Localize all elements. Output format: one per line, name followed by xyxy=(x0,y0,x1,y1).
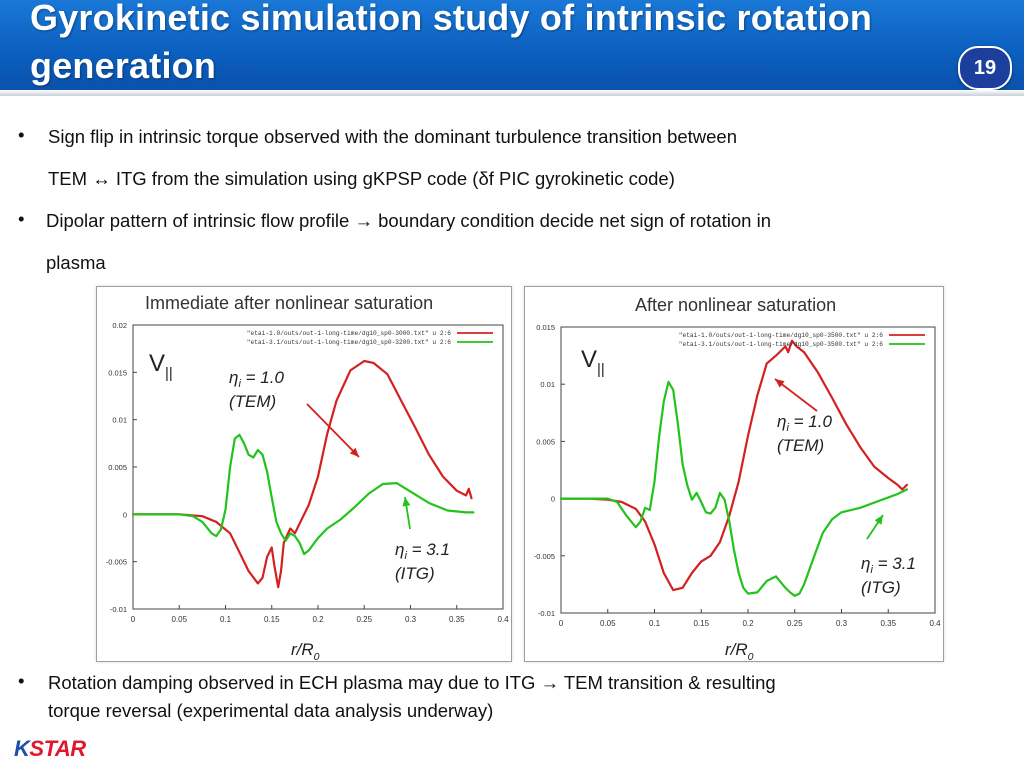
y-tick-label: 0.005 xyxy=(536,437,555,446)
annotation-arrowhead xyxy=(874,515,883,525)
y-tick-label: 0.005 xyxy=(108,463,127,472)
bottom-bullet-line-1: Rotation damping observed in ECH plasma … xyxy=(48,672,776,693)
legend-label: "etai-1.0/outs/out-1-long-time/dg10_sp0-… xyxy=(247,330,452,337)
series-line-itg xyxy=(131,433,475,556)
header-divider xyxy=(0,90,1024,96)
y-tick-label: -0.01 xyxy=(110,605,127,614)
series-line-tem xyxy=(559,339,908,592)
y-tick-label: 0.01 xyxy=(540,380,555,389)
x-tick-label: 0.3 xyxy=(836,619,848,628)
legend-label: "etai-3.1/outs/out-1-long-time/dg10_sp0-… xyxy=(679,341,884,348)
series-line-tem xyxy=(131,359,473,589)
y-tick-label: -0.005 xyxy=(106,558,127,567)
annotation-mode: (ITG) xyxy=(395,564,435,583)
annotation-arrow xyxy=(306,403,360,458)
annotation-eta: ηi = 3.1 xyxy=(861,554,916,576)
x-tick-label: 0 xyxy=(131,615,136,624)
annotation-arrowhead xyxy=(402,497,411,507)
legend-label: "etai-3.1/outs/out-1-long-time/dg10_sp0-… xyxy=(247,339,452,346)
x-tick-label: 0.35 xyxy=(449,615,465,624)
x-tick-label: 0.15 xyxy=(693,619,709,628)
y-axis-label: V|| xyxy=(581,346,605,378)
slide-header: Gyrokinetic simulation study of intrinsi… xyxy=(0,0,1024,96)
y-tick-label: -0.01 xyxy=(538,609,555,618)
y-tick-label: 0.015 xyxy=(108,368,127,377)
bullet-1-line-2: TEM ↔ ITG from the simulation using gKPS… xyxy=(48,168,675,189)
bullet-marker: • xyxy=(18,670,25,691)
y-axis-label: V|| xyxy=(149,350,173,382)
annotation-arrowhead xyxy=(349,447,359,457)
x-tick-label: 0.1 xyxy=(649,619,661,628)
x-tick-label: 0.25 xyxy=(787,619,803,628)
x-tick-label: 0.25 xyxy=(356,615,372,624)
legend-label: "etai-1.0/outs/out-1-long-time/dg10_sp0-… xyxy=(679,332,884,339)
annotation-eta: ηi = 1.0 xyxy=(777,412,832,434)
x-tick-label: 0.05 xyxy=(600,619,616,628)
chart-immediate-saturation: Immediate after nonlinear saturation 0 0.… xyxy=(96,286,512,662)
bullet-1-line-1: Sign flip in intrinsic torque observed w… xyxy=(48,126,738,147)
annotation-mode: (TEM) xyxy=(229,392,276,411)
chart-title: Immediate after nonlinear saturation xyxy=(145,293,434,313)
bullet-marker: • xyxy=(18,208,25,229)
x-tick-label: 0.1 xyxy=(220,615,232,624)
y-tick-label: 0.01 xyxy=(112,416,127,425)
x-tick-label: 0.4 xyxy=(497,615,509,624)
chart-after-saturation: After nonlinear saturation 0 0.05 0.1 0.15 0… xyxy=(524,286,944,662)
x-tick-label: 0.3 xyxy=(405,615,417,624)
annotation-eta: ηi = 3.1 xyxy=(395,540,450,562)
x-tick-label: 0.2 xyxy=(312,615,324,624)
series-line-itg xyxy=(559,380,908,597)
y-tick-label: 0.02 xyxy=(112,321,127,330)
x-tick-label: 0.15 xyxy=(264,615,280,624)
annotation-arrowhead xyxy=(775,379,785,388)
x-tick-label: 0 xyxy=(559,619,564,628)
annotation-mode: (TEM) xyxy=(777,436,824,455)
annotation-eta: ηi = 1.0 xyxy=(229,368,284,390)
x-axis-label: r/R0 xyxy=(291,640,320,661)
page-number-badge: 19 xyxy=(958,46,1012,90)
kstar-logo: KSTAR xyxy=(14,736,86,761)
bottom-bullet-line-2: torque reversal (experimental data analy… xyxy=(48,700,494,721)
y-tick-label: 0 xyxy=(123,510,127,519)
y-tick-label: 0.015 xyxy=(536,323,555,332)
x-tick-label: 0.4 xyxy=(929,619,941,628)
x-tick-label: 0.2 xyxy=(742,619,754,628)
chart-svg: 0 0.05 0.1 0.15 0.2 0.25 0.3 0.35 0.4 -0.01 -0.005… xyxy=(106,321,509,661)
chart-title: After nonlinear saturation xyxy=(635,295,837,315)
chart-svg: 0 0.05 0.1 0.15 0.2 0.25 0.3 0.35 0.4 -0.01 -0.005… xyxy=(534,323,941,661)
annotation-mode: (ITG) xyxy=(861,578,901,597)
y-tick-label: 0 xyxy=(551,495,555,504)
x-axis-label: r/R0 xyxy=(725,640,754,661)
bullet-2-line-2: plasma xyxy=(46,252,106,273)
y-tick-label: -0.005 xyxy=(534,552,555,561)
x-tick-label: 0.05 xyxy=(171,615,187,624)
x-tick-label: 0.35 xyxy=(880,619,896,628)
bullet-2-line-1: Dipolar pattern of intrinsic flow profil… xyxy=(46,210,771,231)
slide-title: Gyrokinetic simulation study of intrinsi… xyxy=(30,0,873,86)
plot-frame xyxy=(132,324,504,610)
bullet-marker: • xyxy=(18,124,25,145)
